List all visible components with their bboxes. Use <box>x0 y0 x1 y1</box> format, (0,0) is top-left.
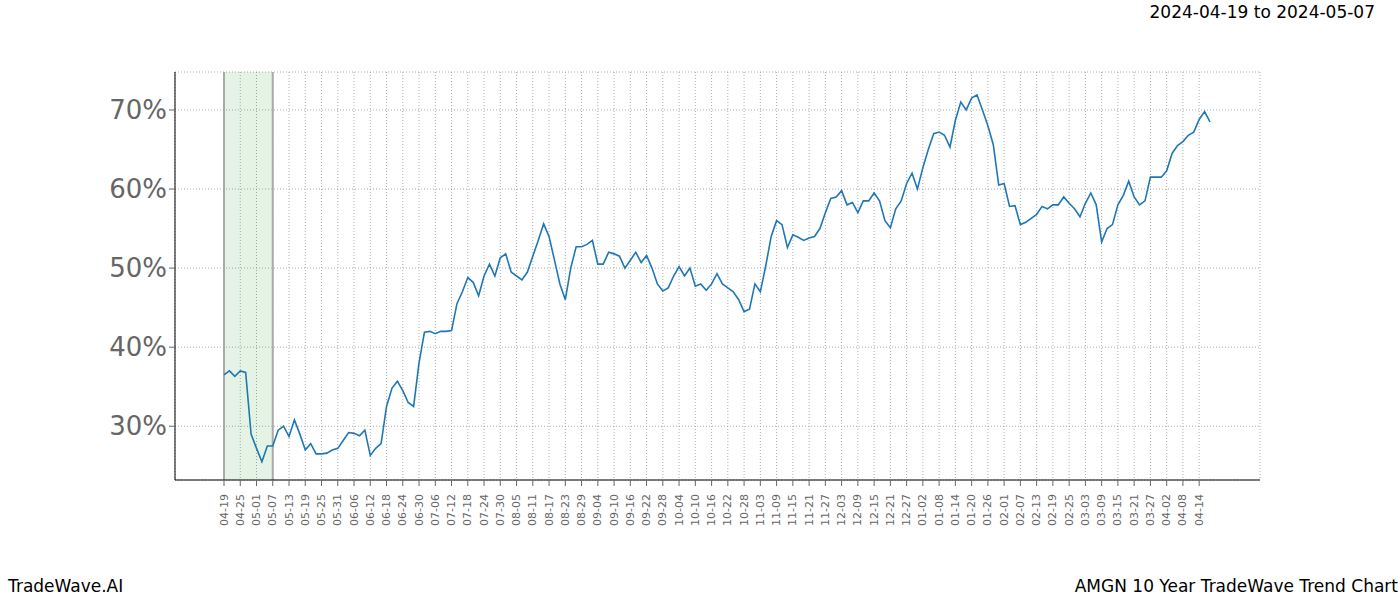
svg-text:08-29: 08-29 <box>575 494 588 526</box>
svg-text:06-12: 06-12 <box>364 494 377 526</box>
svg-text:07-30: 07-30 <box>494 494 507 526</box>
svg-text:01-26: 01-26 <box>981 494 994 526</box>
svg-text:11-09: 11-09 <box>770 494 783 526</box>
svg-text:10-04: 10-04 <box>673 494 686 526</box>
svg-text:05-07: 05-07 <box>266 494 279 526</box>
svg-text:04-25: 04-25 <box>234 494 247 526</box>
svg-text:10-10: 10-10 <box>689 494 702 526</box>
svg-text:07-06: 07-06 <box>429 494 442 526</box>
svg-text:02-19: 02-19 <box>1046 494 1059 526</box>
svg-text:60%: 60% <box>109 174 167 204</box>
svg-text:05-19: 05-19 <box>299 494 312 526</box>
svg-text:09-28: 09-28 <box>656 494 669 526</box>
svg-text:07-12: 07-12 <box>445 494 458 526</box>
svg-text:02-07: 02-07 <box>1014 494 1027 526</box>
svg-text:05-31: 05-31 <box>331 494 344 526</box>
svg-text:09-16: 09-16 <box>624 494 637 526</box>
svg-text:12-15: 12-15 <box>868 494 881 526</box>
svg-text:01-14: 01-14 <box>949 494 962 526</box>
html-text:2024-04-19 to 2024-05-07: 2024-04-19 to 2024-05-07 <box>1149 2 1375 22</box>
svg-text:09-22: 09-22 <box>640 494 653 526</box>
svg-text:04-02: 04-02 <box>1160 494 1173 526</box>
svg-text:11-27: 11-27 <box>819 494 832 526</box>
svg-text:06-24: 06-24 <box>396 494 409 526</box>
svg-text:04-19: 04-19 <box>218 494 231 526</box>
svg-text:01-08: 01-08 <box>933 494 946 526</box>
svg-text:08-11: 08-11 <box>526 494 539 526</box>
svg-text:06-06: 06-06 <box>348 494 361 526</box>
svg-text:03-09: 03-09 <box>1095 494 1108 526</box>
svg-text:08-23: 08-23 <box>559 494 572 526</box>
svg-text:07-18: 07-18 <box>461 494 474 526</box>
svg-text:11-15: 11-15 <box>786 494 799 526</box>
svg-text:50%: 50% <box>109 253 167 283</box>
svg-text:11-03: 11-03 <box>754 494 767 526</box>
svg-text:05-25: 05-25 <box>315 494 328 526</box>
svg-text:08-17: 08-17 <box>543 494 556 526</box>
svg-text:03-15: 03-15 <box>1111 494 1124 526</box>
svg-text:40%: 40% <box>109 332 167 362</box>
html-text:TradeWave.AI: TradeWave.AI <box>8 576 124 596</box>
svg-text:06-18: 06-18 <box>380 494 393 526</box>
svg-text:12-09: 12-09 <box>851 494 864 526</box>
svg-text:05-13: 05-13 <box>283 494 296 526</box>
svg-text:07-24: 07-24 <box>478 494 491 526</box>
svg-text:05-01: 05-01 <box>250 494 263 526</box>
svg-text:12-21: 12-21 <box>884 494 897 526</box>
svg-text:30%: 30% <box>109 411 167 441</box>
svg-text:10-22: 10-22 <box>721 494 734 526</box>
svg-text:09-10: 09-10 <box>608 494 621 526</box>
svg-text:10-16: 10-16 <box>705 494 718 526</box>
svg-text:08-05: 08-05 <box>510 494 523 526</box>
svg-text:12-03: 12-03 <box>835 494 848 526</box>
svg-text:01-20: 01-20 <box>965 494 978 526</box>
html-text:AMGN 10 Year TradeWave Trend C: AMGN 10 Year TradeWave Trend Chart <box>1074 576 1398 596</box>
svg-text:04-14: 04-14 <box>1193 494 1206 526</box>
svg-text:01-02: 01-02 <box>916 494 929 526</box>
svg-text:02-25: 02-25 <box>1063 494 1076 526</box>
svg-text:70%: 70% <box>109 95 167 125</box>
svg-text:02-01: 02-01 <box>998 494 1011 526</box>
svg-text:03-21: 03-21 <box>1128 494 1141 526</box>
svg-text:11-21: 11-21 <box>803 494 816 526</box>
svg-text:12-27: 12-27 <box>900 494 913 526</box>
svg-text:10-28: 10-28 <box>738 494 751 526</box>
svg-text:09-04: 09-04 <box>591 494 604 526</box>
svg-text:03-27: 03-27 <box>1144 494 1157 526</box>
svg-text:02-13: 02-13 <box>1030 494 1043 526</box>
svg-text:04-08: 04-08 <box>1176 494 1189 526</box>
svg-text:06-30: 06-30 <box>413 494 426 526</box>
svg-text:03-03: 03-03 <box>1079 494 1092 526</box>
